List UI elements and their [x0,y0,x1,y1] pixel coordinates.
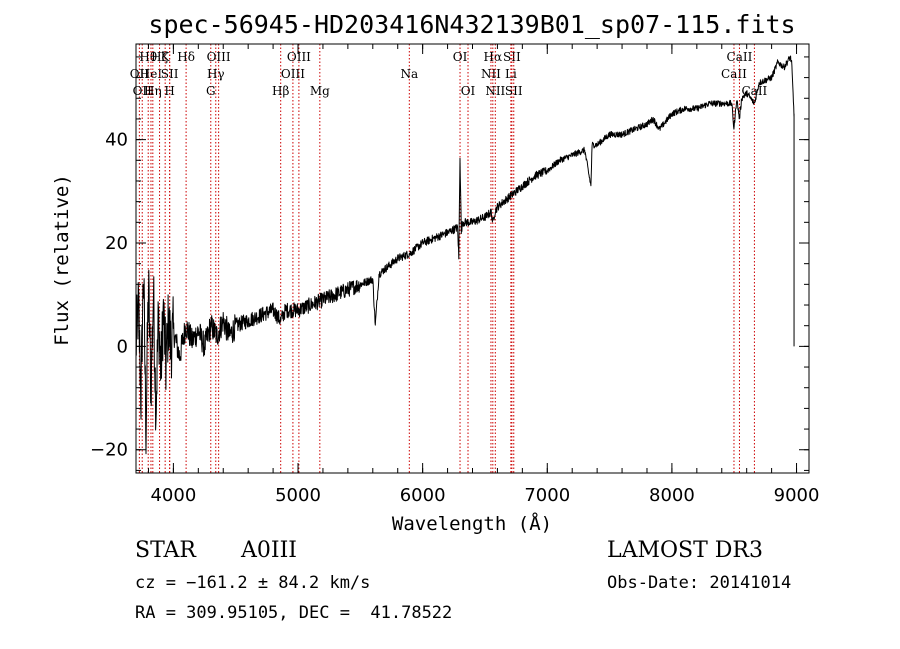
series [135,55,795,455]
observation-date: Obs-Date: 20141014 [607,573,792,593]
line-marker-label: OI [461,84,476,98]
x-tick-label: 6000 [400,485,446,506]
line-marker-label: Hα [484,50,503,64]
plot-frame [135,43,810,474]
line-marker-label: Li [505,67,517,81]
line-marker-label: Hγ [207,67,225,81]
line-marker-label: OII [133,84,153,98]
line-marker-label: OI [453,50,468,64]
line-marker-label: G [206,84,216,98]
y-tick-label: −20 [90,440,128,461]
line-marker-label: SII [505,84,523,98]
line-markers: OII OII Hθ HeI Hη HζK SII H Hδ G Hγ OIII Hβ OIII OIII M… [130,44,768,473]
survey-name: LAMOST DR3 [607,538,763,563]
line-marker-label: OIII [207,50,231,64]
spectral-subclass: A0III [241,538,297,563]
line-marker-label: H [164,84,174,98]
object-class: STAR [135,538,196,563]
line-marker-label: CaII [741,84,767,98]
y-tick-label: 20 [105,233,128,254]
y-axis-label: Flux (relative) [51,174,73,346]
line-marker-label: NII [485,84,505,98]
line-marker-label: Hβ [272,84,289,98]
line-marker-label: Hζ [151,50,168,64]
line-marker-label: OIII [281,67,305,81]
x-axis-label: Wavelength (Å) [392,512,552,535]
line-marker-label: HeI [140,67,163,81]
x-tick-label: 5000 [275,485,321,506]
line-marker-label: SII [161,67,179,81]
line-marker-label: Hη [144,84,162,98]
chart-title: spec-56945-HD203416N432139B01_sp07-115.f… [148,10,795,39]
axes-ticks: 4000 5000 6000 7000 8000 9000 −20 0 20 40 [90,44,819,506]
x-tick-label: 4000 [150,485,196,506]
line-marker-label: K [161,50,171,64]
x-tick-label: 7000 [524,485,570,506]
y-tick-label: 0 [117,336,128,357]
line-marker-label: OIII [287,50,311,64]
line-marker-label: SII [503,50,521,64]
line-marker-label: CaII [727,50,753,64]
line-marker-label: Hθ [139,50,157,64]
line-marker-label: Na [400,67,418,81]
line-marker-label: CaII [721,67,747,81]
line-marker-label: Hδ [177,50,195,64]
line-marker-label: Mg [310,84,330,98]
x-tick-label: 9000 [774,485,820,506]
line-marker-label: OII [130,67,150,81]
y-tick-label: 40 [105,130,128,151]
line-marker-label: NII [481,67,501,81]
sky-coordinates: RA = 309.95105, DEC = 41.78522 [135,603,453,623]
spectrum-line [135,55,795,455]
x-tick-label: 8000 [649,485,695,506]
radial-velocity: cz = −161.2 ± 84.2 km/s [135,573,371,593]
